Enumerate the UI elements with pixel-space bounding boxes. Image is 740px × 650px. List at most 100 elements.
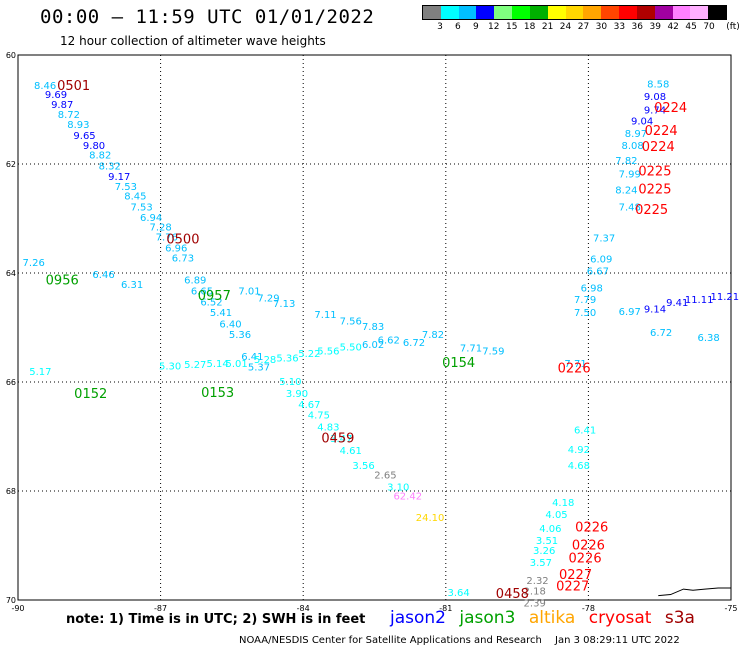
swh-label: 5.14 — [207, 359, 229, 370]
lat-label: 62 — [6, 160, 16, 169]
color-unit-label: (ft) — [726, 22, 740, 32]
color-tick-label: 15 — [505, 22, 518, 32]
swh-label: 7.79 — [574, 295, 596, 306]
swh-label: 5.36 — [229, 330, 251, 341]
swh-label: 5.10 — [279, 377, 301, 388]
pass-time-label: 0152 — [74, 387, 107, 402]
swh-label: 7.53 — [130, 203, 152, 214]
pass-time-label: 0226 — [572, 538, 605, 553]
swh-label: 7.83 — [362, 322, 384, 333]
pass-time-label: 0227 — [559, 568, 592, 583]
swh-label: 8.97 — [625, 129, 647, 140]
color-swatch — [476, 6, 495, 19]
swh-label: 9.04 — [631, 116, 653, 127]
color-tick-label: 45 — [685, 22, 697, 32]
lat-label: 64 — [6, 269, 16, 278]
swh-label: 9.08 — [644, 92, 666, 103]
swh-label: 3.47 — [330, 434, 352, 445]
swh-label: 4.75 — [308, 411, 330, 422]
lat-label: 66 — [6, 378, 16, 387]
swh-label: 5.01 — [226, 359, 248, 370]
swh-label: 8.45 — [124, 192, 146, 203]
swh-label: 8.46 — [34, 81, 56, 92]
swh-label: 7.11 — [314, 310, 336, 321]
pass-time-label: 0500 — [166, 233, 199, 248]
lon-label: -87 — [154, 604, 167, 613]
color-tick-label: 39 — [649, 22, 661, 32]
lon-label: -78 — [582, 604, 595, 613]
swh-label: 7.53 — [115, 182, 137, 193]
legend-altika: altika — [528, 608, 576, 628]
color-swatch — [583, 6, 602, 19]
satellite-legend: jason2 jason3 altika cryosat s3a — [390, 608, 703, 628]
pass-time-label: 0225 — [638, 183, 671, 198]
swh-label: 7.48 — [619, 203, 641, 214]
swh-label: 3.64 — [448, 588, 470, 599]
swh-label: 5.30 — [159, 362, 181, 373]
pass-time-label: 0458 — [496, 587, 529, 602]
swh-label: 6.89 — [184, 276, 206, 287]
color-tick-label: 27 — [577, 22, 590, 32]
swh-label: 6.02 — [362, 340, 384, 351]
swh-label: 5.56 — [317, 346, 339, 357]
swh-label: 9.74 — [644, 106, 666, 117]
color-swatch — [512, 6, 530, 19]
swh-label: 5.41 — [210, 308, 232, 319]
color-swatch — [601, 6, 620, 19]
lon-label: -75 — [724, 604, 737, 613]
swh-label: 7.71 — [564, 359, 586, 370]
swh-label: 7.56 — [340, 316, 362, 327]
swh-labels: 8.469.699.878.728.939.659.808.828.329.17… — [23, 79, 740, 609]
pass-time-label: 0957 — [198, 289, 231, 304]
swh-label: 6.98 — [581, 284, 603, 295]
pass-time-label: 0225 — [635, 203, 668, 218]
color-tick-label: 24 — [559, 22, 572, 32]
swh-label: 6.09 — [590, 254, 612, 265]
swh-label: 5.27 — [184, 360, 206, 371]
swh-label: 5.17 — [29, 367, 51, 378]
legend-s3a: s3a — [664, 608, 695, 628]
color-tick-label: 33 — [613, 22, 626, 32]
color-swatch — [440, 6, 459, 19]
swh-label: 6.41 — [574, 425, 596, 436]
swh-label: 5.28 — [254, 355, 276, 366]
swh-label: 3.90 — [286, 389, 308, 400]
swh-label: 6.40 — [219, 320, 241, 331]
color-swatch — [458, 6, 477, 19]
swh-label: 6.38 — [698, 333, 720, 344]
lon-label: -81 — [439, 604, 452, 613]
color-swatch — [636, 6, 655, 19]
color-swatch — [619, 6, 637, 19]
swh-label: 9.69 — [45, 90, 67, 101]
footer-credit: NOAA/NESDIS Center for Satellite Applica… — [239, 635, 542, 646]
swh-label: 6.46 — [92, 270, 114, 281]
swh-label: 4.68 — [568, 461, 590, 472]
swh-label: 9.80 — [83, 141, 105, 152]
map-axis-labels: 60 62 64 66 68 70-90 -87 -84 -81 -78 -75 — [6, 51, 738, 613]
lon-label: -84 — [297, 604, 310, 613]
swh-label: 6.72 — [403, 338, 425, 349]
swh-label: 4.67 — [298, 400, 320, 411]
swh-label: 7.28 — [149, 223, 171, 234]
swh-label: 8.93 — [67, 120, 89, 131]
color-tick-label: 42 — [667, 22, 679, 32]
swh-label: 6.62 — [378, 335, 400, 346]
color-swatch — [565, 6, 584, 19]
swh-label: 2.65 — [374, 471, 396, 482]
color-tick-label: 12 — [488, 22, 500, 32]
map-grid — [17, 54, 732, 601]
swh-label: 8.72 — [58, 110, 80, 121]
swh-label: 5.36 — [276, 353, 298, 364]
swh-label: 9.87 — [51, 100, 73, 111]
color-tick-label: 70 — [703, 22, 715, 32]
swh-label: 7.71 — [460, 344, 482, 355]
swh-label: 7.37 — [593, 234, 615, 245]
lon-label: -90 — [11, 604, 24, 613]
legend-jason3: jason3 — [459, 608, 516, 628]
swh-label: 6.73 — [172, 254, 194, 265]
color-swatch — [494, 6, 513, 19]
legend-cryosat: cryosat — [588, 608, 652, 628]
swh-label: 7.82 — [422, 330, 444, 341]
swh-label: 7.13 — [273, 299, 295, 310]
swh-label: 6.67 — [587, 266, 609, 277]
